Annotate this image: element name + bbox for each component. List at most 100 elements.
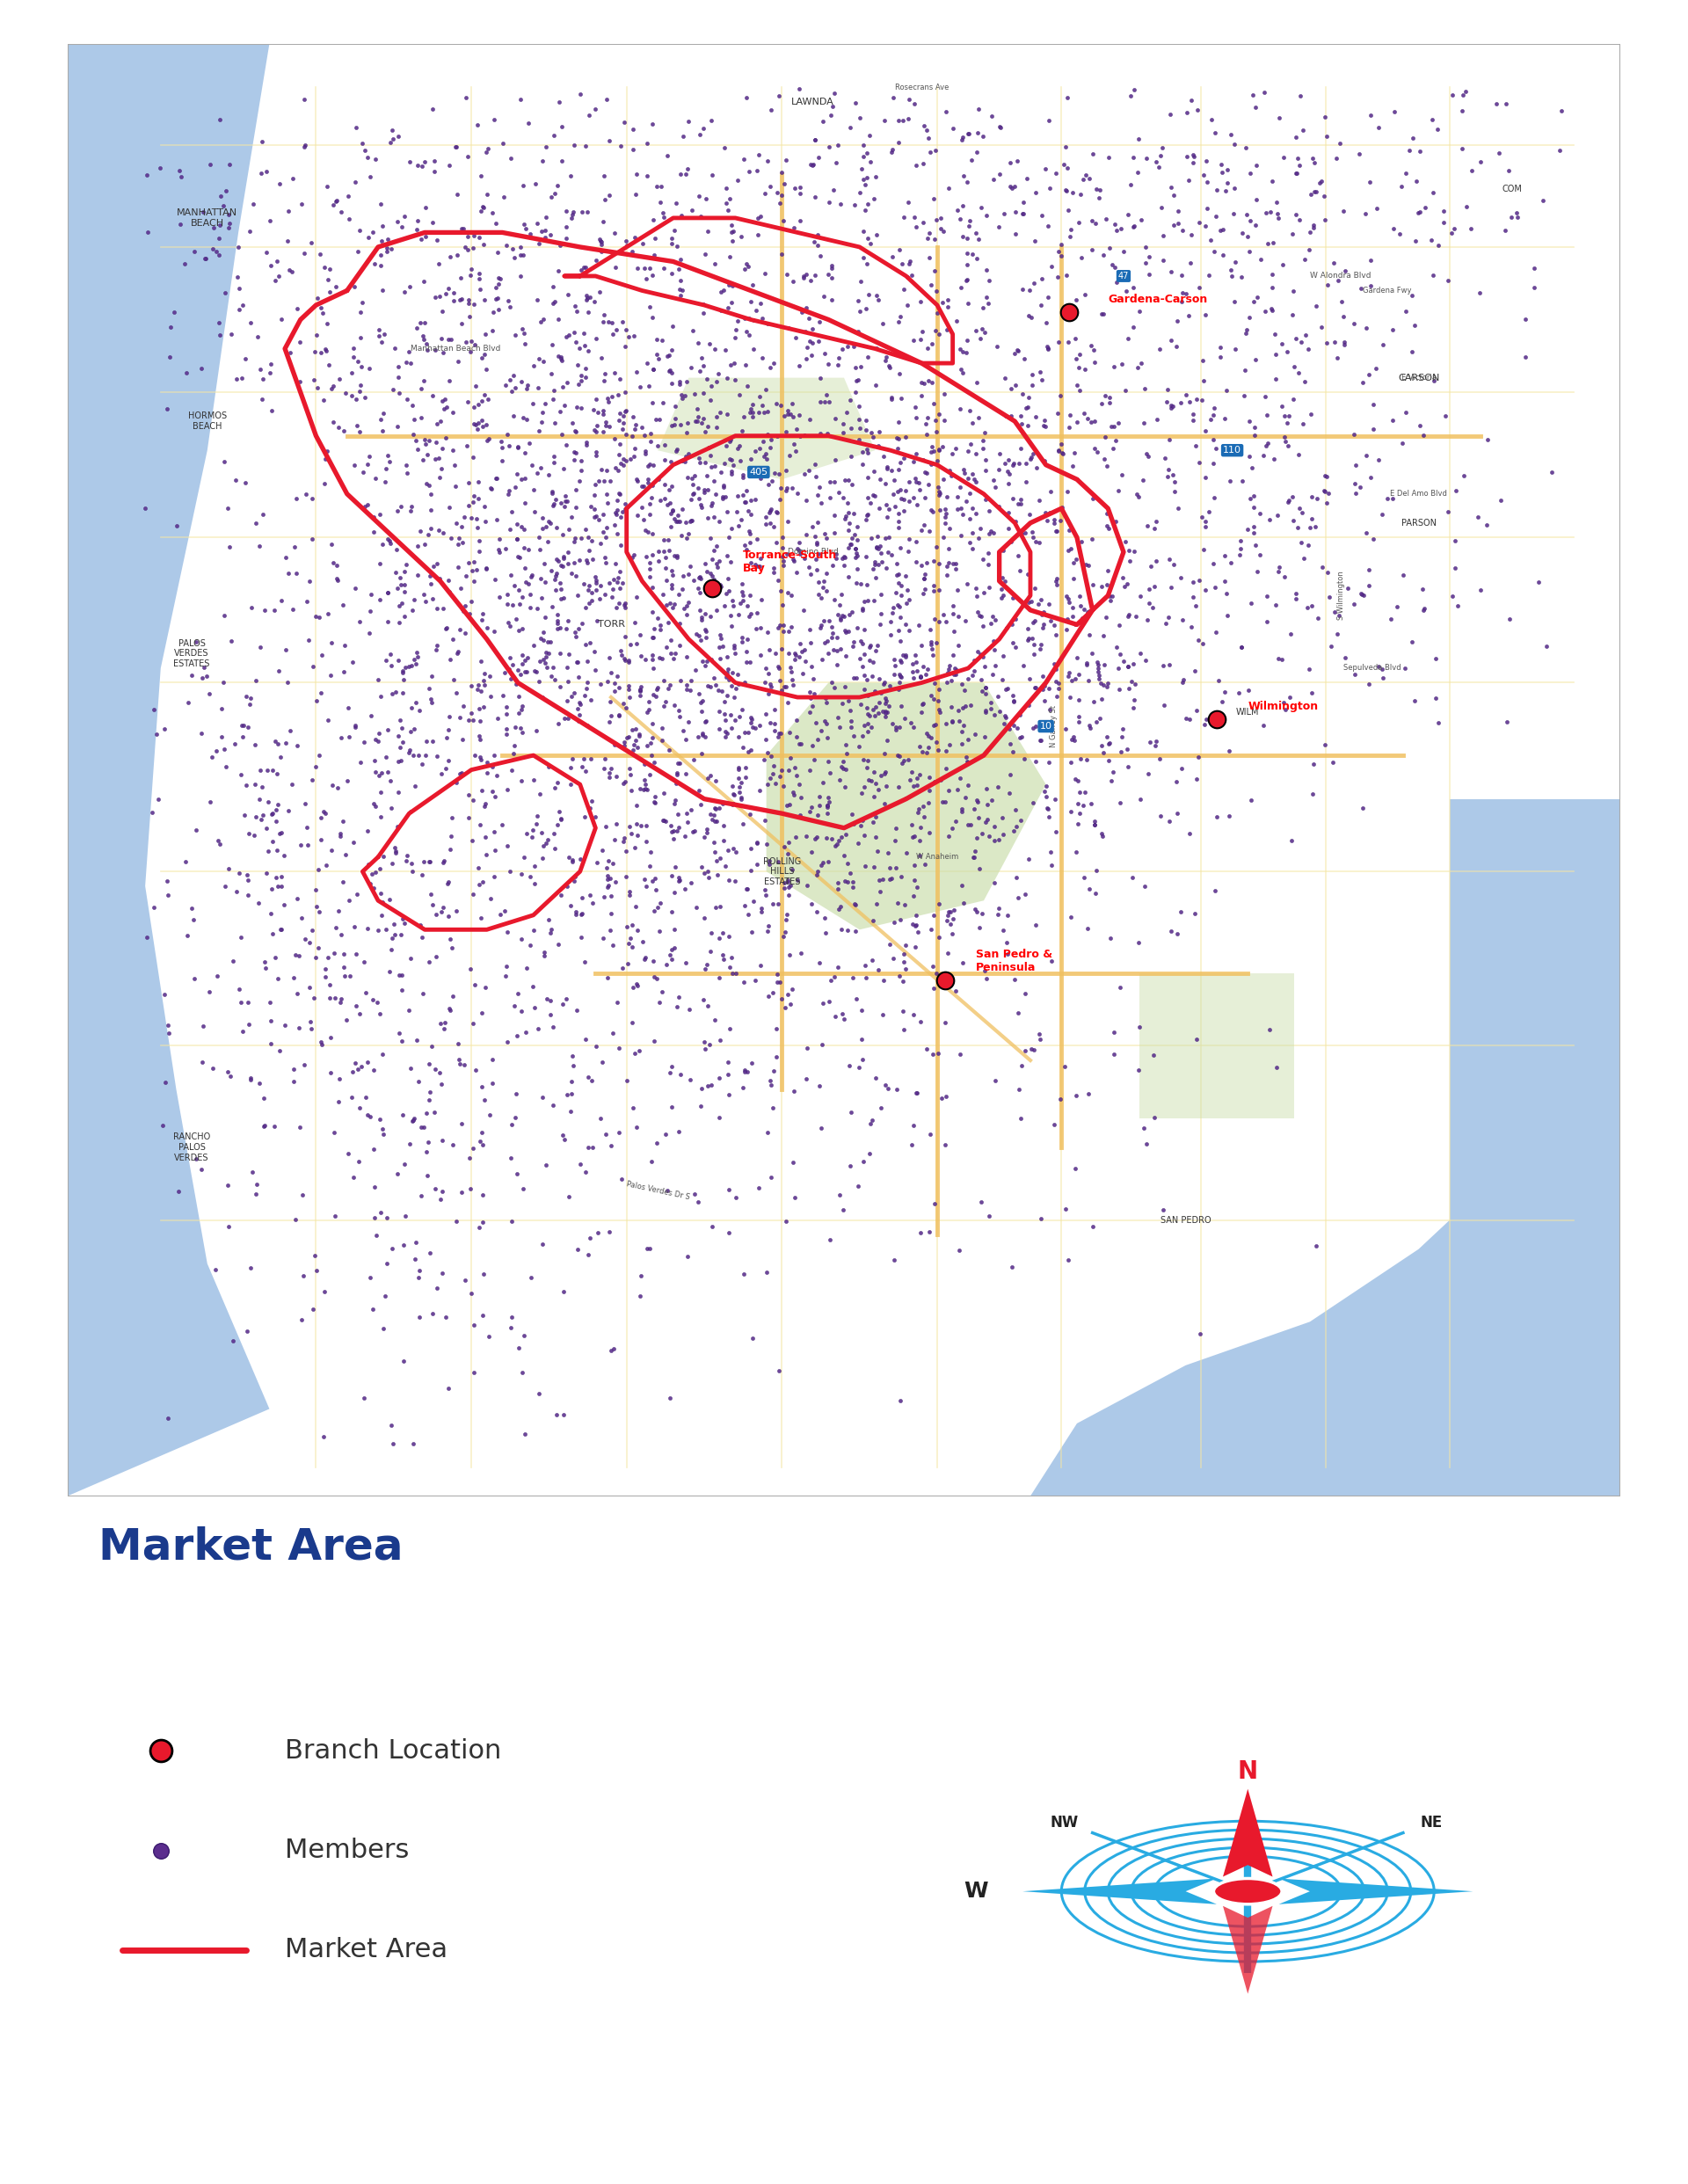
Point <box>567 686 594 721</box>
Point <box>365 723 392 758</box>
Point <box>987 109 1014 144</box>
Point <box>383 570 410 605</box>
Point <box>726 751 753 786</box>
Point <box>824 826 851 860</box>
Point <box>854 186 881 221</box>
Point <box>1020 1033 1047 1068</box>
Point <box>1146 743 1173 778</box>
Point <box>832 769 859 804</box>
Point <box>1016 441 1043 476</box>
Point <box>778 387 805 422</box>
Point <box>582 467 609 502</box>
Point <box>613 690 640 725</box>
Point <box>493 712 520 747</box>
Point <box>861 478 888 513</box>
Point <box>886 232 913 266</box>
Point <box>695 1026 722 1061</box>
Point <box>447 1107 474 1142</box>
Point <box>598 579 625 614</box>
Point <box>871 103 898 138</box>
Point <box>859 454 886 489</box>
Point <box>1074 911 1101 946</box>
Point <box>864 627 891 662</box>
Point <box>1023 524 1050 559</box>
Point <box>1065 349 1092 384</box>
Point <box>257 895 284 930</box>
Point <box>562 559 589 594</box>
Point <box>351 725 378 760</box>
Point <box>572 352 599 387</box>
Point <box>1035 280 1062 314</box>
Point <box>628 470 655 505</box>
Point <box>292 127 319 162</box>
Point <box>527 778 554 812</box>
Point <box>636 251 663 286</box>
Point <box>273 223 300 258</box>
Text: Wilmington: Wilmington <box>1247 701 1318 712</box>
Point <box>584 395 611 430</box>
Point <box>712 577 739 612</box>
Point <box>891 701 918 736</box>
Point <box>1067 587 1094 622</box>
Point <box>1114 732 1141 767</box>
Point <box>658 553 685 587</box>
Point <box>412 426 439 461</box>
Point <box>1003 629 1030 664</box>
Point <box>457 952 484 987</box>
Point <box>1308 550 1335 585</box>
Point <box>219 943 246 978</box>
Point <box>910 146 937 181</box>
Point <box>535 625 562 660</box>
Point <box>576 585 603 620</box>
Point <box>214 1168 241 1203</box>
Point <box>290 129 317 164</box>
Point <box>1129 463 1156 498</box>
Point <box>603 496 630 531</box>
Point <box>417 566 444 601</box>
Point <box>397 941 424 976</box>
Point <box>999 812 1026 847</box>
Point <box>1420 175 1447 210</box>
Point <box>469 1256 496 1291</box>
Point <box>886 664 913 699</box>
Point <box>839 961 866 996</box>
Point <box>1020 515 1047 550</box>
Point <box>787 397 814 432</box>
Point <box>371 1278 398 1313</box>
Point <box>915 400 942 435</box>
Point <box>1107 212 1134 247</box>
Point <box>1013 1033 1040 1068</box>
Point <box>230 1013 257 1048</box>
Point <box>755 913 782 948</box>
Point <box>606 570 633 605</box>
Point <box>554 684 581 719</box>
Point <box>913 114 940 149</box>
Point <box>859 780 886 815</box>
Point <box>962 570 989 605</box>
Point <box>1114 566 1141 601</box>
Point <box>366 852 393 887</box>
Point <box>999 1249 1026 1284</box>
Point <box>773 1203 800 1238</box>
Point <box>861 367 888 402</box>
Point <box>1225 675 1252 710</box>
Point <box>368 186 395 221</box>
Point <box>557 1077 584 1112</box>
Point <box>267 740 294 775</box>
Point <box>1035 103 1062 138</box>
Point <box>802 459 829 494</box>
Point <box>565 660 592 695</box>
Point <box>949 122 976 157</box>
Point <box>1232 131 1259 166</box>
Point <box>910 109 937 144</box>
Point <box>390 1227 417 1262</box>
Point <box>812 900 839 935</box>
Point <box>1069 601 1096 636</box>
Point <box>782 819 809 854</box>
Point <box>697 797 724 832</box>
Point <box>809 570 836 605</box>
Point <box>623 627 650 662</box>
Text: W: W <box>964 1880 987 1902</box>
Point <box>562 325 589 360</box>
Point <box>783 719 810 753</box>
